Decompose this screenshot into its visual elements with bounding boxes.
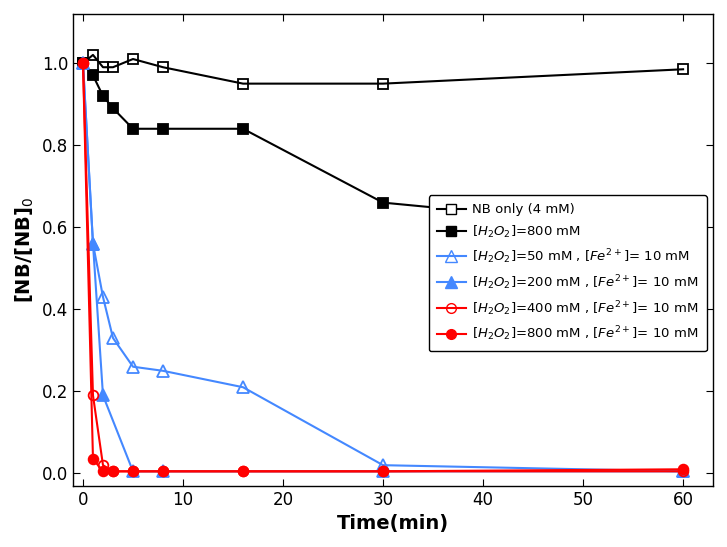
Y-axis label: [NB/[NB]$_0$: [NB/[NB]$_0$	[14, 197, 36, 303]
Legend: NB only (4 mM), $[H_2O_2]$=800 mM, $[H_2O_2]$=50 mM , $[Fe^{2+}]$= 10 mM, $[H_2O: NB only (4 mM), $[H_2O_2]$=800 mM, $[H_2…	[429, 195, 707, 351]
X-axis label: Time(min): Time(min)	[337, 514, 449, 533]
